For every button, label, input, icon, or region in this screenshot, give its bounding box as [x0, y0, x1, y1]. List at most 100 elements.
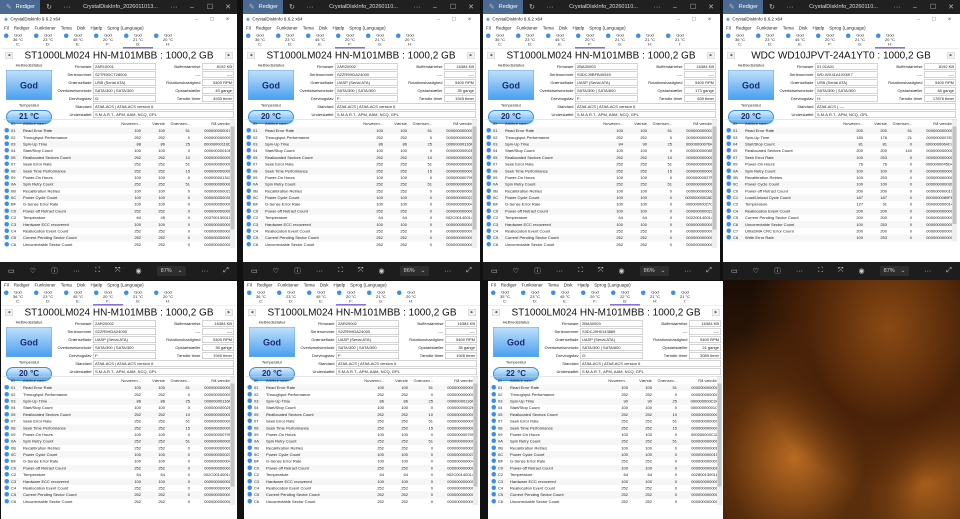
health-status-badge[interactable]: God	[728, 70, 774, 100]
table-row[interactable]: 0C Power Cycle Count 100 100 0 000000000031	[3, 194, 235, 202]
table-row[interactable]: 0C Power Cycle Count 100 100 0 000000000023	[246, 451, 478, 459]
column-header[interactable]: Grænsev...	[413, 378, 433, 383]
drive-tab[interactable]: God 23 °C D:	[515, 32, 545, 49]
drive-tab[interactable]: God 21 °C G:	[605, 32, 635, 49]
table-row[interactable]: 03 Spin-Up Time 86 86 25 00000000116F	[245, 140, 477, 148]
table-row[interactable]: C5 Current Pending Sector Count 200 200 0 000…	[725, 215, 957, 222]
table-row[interactable]: C4 Reallocation Event Count 252 252 0 0000000…	[3, 485, 235, 492]
table-row[interactable]: C4 Reallocation Event Count 252 252 0 0000000…	[485, 228, 717, 235]
drive-tab[interactable]: God 20 °C H:	[396, 289, 426, 306]
table-row[interactable]: C1 Load/Unload Cycle Count 187 187 0 00000000…	[725, 194, 957, 202]
table-row[interactable]: 02 Throughput Performance 252 252 0 000000000…	[246, 391, 478, 398]
info-icon[interactable]: ⓘ	[50, 268, 58, 275]
table-row[interactable]: C0 Power-off Retract Count 252 252 0 00000000…	[3, 464, 235, 472]
table-row[interactable]: 0B Recalibration Retries 100 253 0 0000000000…	[725, 174, 957, 181]
more-icon[interactable]: ···	[684, 267, 692, 275]
drive-tab[interactable]: God 21 °C G:	[845, 32, 875, 49]
app-icon[interactable]: ◉	[486, 16, 490, 22]
column-header[interactable]: Attribut navn	[266, 378, 289, 383]
table-row[interactable]: 0B Recalibration Retries 252 252 0 0000000000…	[245, 188, 477, 195]
table-row[interactable]: 02 Throughput Performance 252 252 0 000000000…	[3, 391, 235, 398]
table-row[interactable]: 01 Read Error Rate 100 100 51 000000000001	[490, 384, 722, 392]
menu-item[interactable]: Sprog (Language)	[107, 25, 144, 31]
table-row[interactable]: C2 Temperature 64 64 0 002C00140014	[246, 472, 478, 479]
edit-icon[interactable]: ✎	[488, 4, 495, 11]
drive-tab[interactable]: God 20 °C H:	[875, 32, 905, 49]
scrollbar[interactable]	[952, 119, 957, 242]
menu-item[interactable]: Fil	[491, 282, 496, 288]
table-row[interactable]: C4 Reallocation Event Count 200 200 0 0000000…	[725, 207, 957, 215]
column-header[interactable]: Attribut navn	[23, 378, 46, 383]
view-icon[interactable]: ◉	[618, 268, 625, 275]
menu-item[interactable]: Disk	[798, 25, 808, 31]
table-row[interactable]: 08 Seek Time Performance 252 252 15 000000000…	[485, 167, 717, 175]
table-row[interactable]: 03 Spin-Up Time 86 86 25 00000000116F	[3, 397, 235, 405]
menu-item[interactable]: Sprog (Language)	[594, 282, 631, 288]
table-row[interactable]: C4 Reallocation Event Count 252 252 0 0000000…	[246, 485, 478, 492]
table-row[interactable]: C6 Uncorrectable Sector Count 100 253 0 00000…	[725, 221, 957, 228]
column-header[interactable]: Rå værdier	[454, 378, 474, 383]
edit-button[interactable]: ✎ Rediger	[723, 0, 763, 14]
expand-icon[interactable]: ⤢	[946, 267, 952, 274]
table-row[interactable]: 08 Seek Time Performance 252 252 15 000000000…	[490, 424, 722, 432]
scrollbar-thumb[interactable]	[717, 383, 722, 487]
table-row[interactable]: 05 Reallocated Sectors Count 252 252 10 00000…	[246, 411, 478, 418]
chevron-down-icon[interactable]: ⌄	[420, 268, 426, 274]
table-row[interactable]: C6 Uncorrectable Sector Count 252 252 0 00000…	[3, 241, 235, 248]
scrollbar-thumb[interactable]	[472, 126, 477, 230]
drive-tab[interactable]: God 45 °C E:	[306, 289, 336, 306]
table-row[interactable]: 09 Power-On Hours 100 100 0 00000000027F	[485, 174, 717, 181]
more-icon[interactable]: ···	[306, 3, 314, 11]
crop-icon[interactable]: ⛶	[337, 267, 343, 274]
slideshow-icon[interactable]: ▭	[731, 268, 738, 275]
menu-item[interactable]: Fil	[246, 25, 251, 31]
column-header[interactable]: Attribut navn	[510, 378, 533, 383]
chevron-down-icon[interactable]: ⌄	[660, 268, 666, 274]
column-header[interactable]: Rå værdier	[933, 121, 953, 126]
column-header[interactable]: Rå værdier	[211, 378, 231, 383]
table-row[interactable]: BF G-Sense Error Rate 252 252 0 000000000000	[490, 458, 722, 465]
table-row[interactable]: 0A Spin Retry Count 252 252 51 000000000000	[245, 181, 477, 188]
close-icon[interactable]: ✕	[948, 4, 954, 11]
prev-disk-icon[interactable]: ◀	[247, 52, 255, 59]
menu-item[interactable]: Fil	[4, 282, 9, 288]
column-header[interactable]: Grænsev...	[412, 121, 432, 126]
scrollbar-thumb[interactable]	[473, 383, 478, 487]
column-header[interactable]: Rå værdier	[453, 121, 473, 126]
column-header[interactable]: Nuværen...	[608, 378, 628, 383]
expand-icon[interactable]: ⤢	[466, 267, 472, 274]
info-icon[interactable]: ⓘ	[533, 268, 541, 275]
table-row[interactable]: 07 Seek Error Rate 100 253 0 000000000000	[725, 154, 957, 161]
drive-tab[interactable]: God 36 °C C:	[725, 32, 755, 49]
minimize-icon[interactable]: –	[917, 16, 920, 22]
menu-item[interactable]: Funktioner	[34, 25, 56, 31]
column-header[interactable]: Værste	[639, 378, 652, 383]
menu-item[interactable]: Fil	[247, 282, 252, 288]
minimize-icon[interactable]: –	[433, 3, 437, 11]
drive-tab[interactable]: God 23 °C D:	[520, 289, 550, 306]
drive-tab[interactable]: God 21 °C G:	[365, 32, 395, 49]
edit-icon[interactable]: ✎	[728, 4, 735, 11]
zoom-dropdown[interactable]: 86% ⌄	[639, 266, 670, 276]
more-icon[interactable]: ···	[413, 3, 421, 11]
enhance-icon[interactable]: ⤧	[597, 267, 604, 274]
table-row[interactable]: 07 Seek Error Rate 252 252 51 000000000000	[490, 418, 722, 425]
menu-item[interactable]: Funktioner	[756, 25, 778, 31]
table-row[interactable]: 09 Power-On Hours 100 100 0 000000000C11	[490, 431, 722, 438]
table-row[interactable]: 03 Spin-Up Time 88 86 25 00000000116D	[3, 140, 235, 148]
table-row[interactable]: C5 Current Pending Sector Count 252 252 0 000…	[485, 234, 717, 242]
table-row[interactable]: 08 Seek Time Performance 252 252 15 000000000…	[246, 424, 478, 432]
column-header[interactable]: Nuværen...	[843, 121, 863, 126]
table-row[interactable]: 0B Recalibration Retries 252 252 0 0000000000…	[3, 445, 235, 452]
table-row[interactable]: 04 Start/Stop Count 100 100 0 000000000106	[3, 148, 235, 155]
menu-item[interactable]: Hjælp	[812, 25, 825, 31]
table-row[interactable]: 03 Spin-Up Time 180 178 21 000000000787	[725, 134, 957, 141]
drive-tab[interactable]: God 23 °C D:	[275, 32, 305, 49]
menu-item[interactable]: Funktioner	[521, 282, 543, 288]
heart-icon[interactable]: ♡	[29, 268, 36, 275]
table-row[interactable]: C2 Temperature 127 91 0 000000000014	[725, 201, 957, 208]
menu-item[interactable]: Tema	[542, 25, 554, 31]
drive-tab[interactable]: God 35 °C C:	[485, 32, 515, 49]
next-disk-icon[interactable]: ▶	[467, 52, 475, 59]
table-row[interactable]: 05 Reallocated Sectors Count 252 252 10 00000…	[490, 411, 722, 418]
